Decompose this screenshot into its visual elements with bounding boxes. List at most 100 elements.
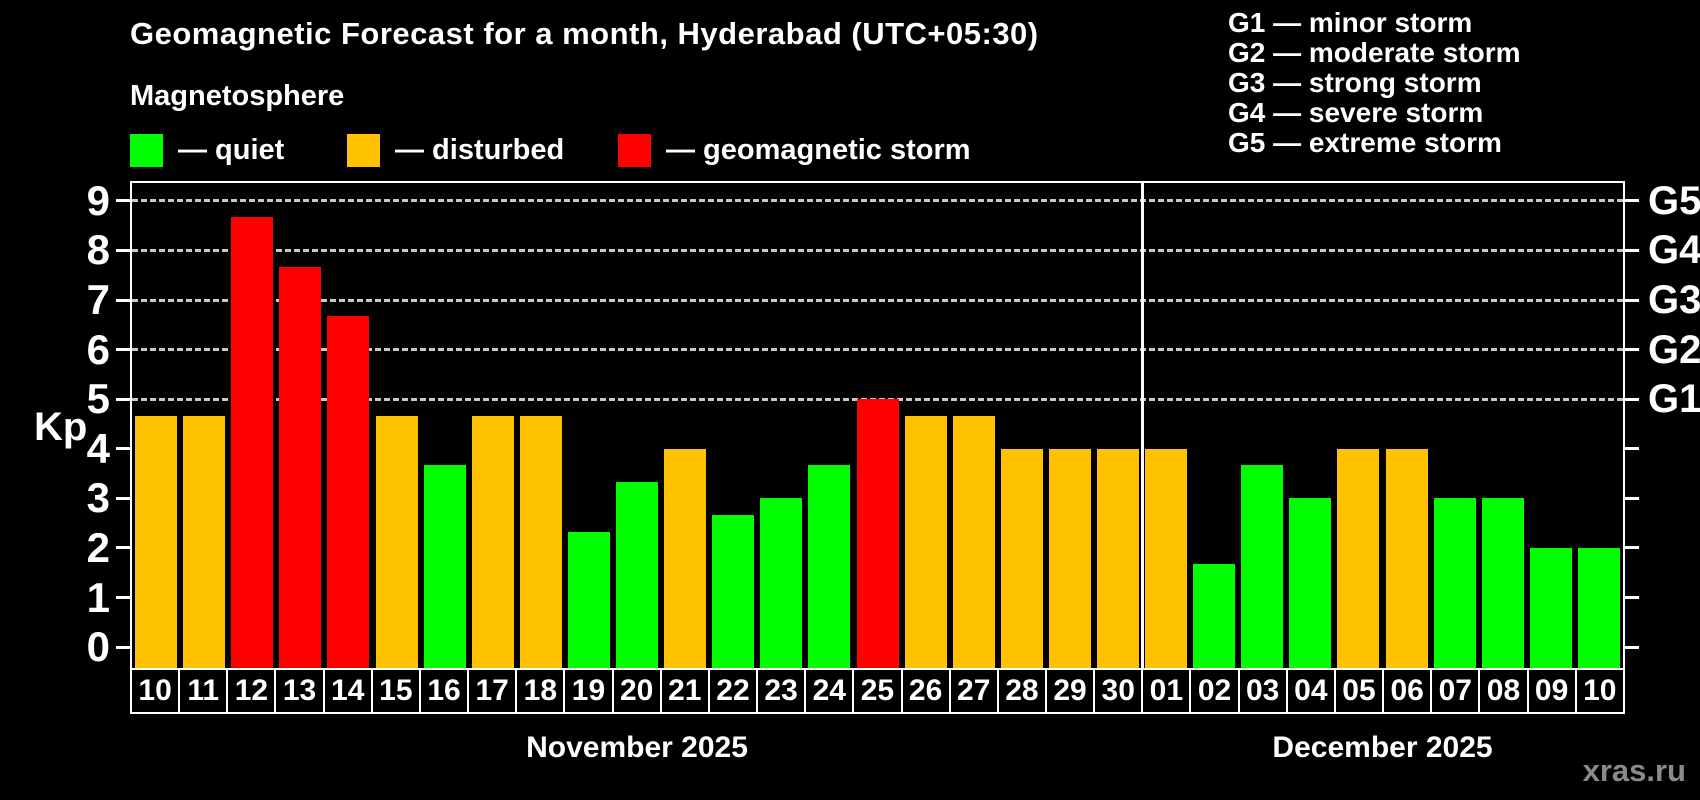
kp-bar [327, 316, 370, 668]
day-label: 05 [1333, 670, 1382, 712]
kp-bar [952, 415, 995, 668]
g-level-label-g5: G5 [1648, 178, 1700, 223]
y-axis-tick-right [1624, 496, 1639, 500]
kp-bar [567, 531, 610, 668]
day-label: 25 [852, 670, 900, 712]
day-label: 11 [178, 670, 226, 712]
y-tick-label: 6 [86, 325, 110, 373]
g-legend-line-g1: G1 — minor storm [1228, 7, 1473, 38]
g-legend-line-g5: G5 — extreme storm [1228, 127, 1502, 158]
y-axis-tick-right [1624, 348, 1639, 352]
y-axis-tick-right [1624, 596, 1639, 600]
y-axis-tick-right [1624, 397, 1639, 401]
month-separator [1140, 183, 1144, 668]
y-axis-label-kp: Kp [34, 405, 88, 449]
kp-bar [1529, 548, 1572, 668]
kp-bar [471, 415, 514, 668]
g-level-label-g1: G1 [1648, 377, 1700, 422]
day-label: 22 [707, 670, 756, 712]
kp-bar [1385, 448, 1428, 668]
day-label: 13 [274, 670, 322, 712]
quiet-swatch-icon [130, 133, 163, 167]
y-axis-tick [116, 298, 131, 302]
y-axis-tick [116, 397, 131, 401]
legend-label-quiet: — quiet [178, 133, 285, 166]
y-tick-label: 7 [86, 276, 110, 324]
day-label: 27 [948, 670, 997, 712]
month-label-november: November 2025 [526, 731, 748, 764]
y-axis-tick-right [1624, 199, 1639, 203]
gridline-kp7 [132, 298, 1623, 302]
day-label: 03 [1237, 670, 1286, 712]
kp-bar [135, 415, 178, 668]
kp-bar [856, 399, 899, 668]
day-label: 23 [756, 670, 804, 712]
day-label: 30 [1093, 670, 1141, 712]
gridline-kp8 [132, 248, 1623, 252]
day-label-row: 10 11 12 13 14 15 16 17 18 19 20 21 22 23 24 25 26 27 28 29… [130, 668, 1625, 714]
chart-title: Geomagnetic Forecast for a month, Hydera… [130, 16, 1039, 51]
y-axis-tick [116, 596, 131, 600]
day-label: 09 [1526, 670, 1575, 712]
day-label: 29 [1044, 670, 1093, 712]
legend-item-storm: — geomagnetic storm [618, 132, 971, 168]
kp-bar [712, 514, 755, 668]
kp-bar [1193, 564, 1236, 668]
day-label: 16 [418, 670, 467, 712]
kp-bar [279, 266, 322, 668]
day-label: 20 [611, 670, 660, 712]
gridline-kp6 [132, 348, 1623, 352]
y-axis-tick-right [1624, 248, 1639, 252]
day-label: 26 [900, 670, 949, 712]
y-tick-label: 0 [86, 623, 110, 671]
kp-bar [1577, 548, 1620, 668]
chart-subtitle: Magnetosphere [130, 80, 345, 112]
day-label: 18 [515, 670, 563, 712]
g-legend-line-g2: G2 — moderate storm [1228, 37, 1521, 68]
kp-bar [375, 415, 418, 668]
day-label: 10 [138, 674, 172, 707]
g-level-label-g4: G4 [1648, 228, 1700, 273]
y-axis-tick [116, 199, 131, 203]
kp-bar [1000, 448, 1043, 668]
plot-area [130, 181, 1625, 670]
day-label: 04 [1285, 670, 1334, 712]
legend-item-disturbed: — disturbed [347, 132, 564, 168]
kp-bar [183, 415, 226, 668]
kp-bar [1481, 498, 1524, 668]
watermark: xras.ru [1582, 753, 1686, 788]
day-label: 21 [659, 670, 708, 712]
day-label: 02 [1189, 670, 1237, 712]
day-label: 17 [467, 670, 515, 712]
y-axis-tick [116, 348, 131, 352]
day-label: 01 [1141, 670, 1189, 712]
kp-bar [1241, 465, 1284, 668]
kp-bar [616, 482, 659, 668]
day-label: 10 [1574, 670, 1623, 712]
kp-bar [904, 415, 947, 668]
storm-swatch-icon [618, 133, 651, 167]
day-label: 14 [322, 670, 371, 712]
legend-label-storm: — geomagnetic storm [666, 133, 971, 166]
g-legend-line-g3: G3 — strong storm [1228, 67, 1482, 98]
y-axis-tick-right [1624, 298, 1639, 302]
kp-bar [1289, 498, 1332, 668]
day-label: 15 [370, 670, 419, 712]
y-axis-tick-right [1624, 546, 1639, 550]
day-label: 19 [563, 670, 611, 712]
y-tick-label: 1 [86, 573, 110, 621]
y-tick-label: 3 [86, 474, 110, 522]
kp-bar [519, 415, 562, 668]
y-axis-tick [116, 248, 131, 252]
kp-bar [808, 465, 851, 668]
gridline-kp9 [132, 199, 1623, 203]
day-label: 07 [1430, 670, 1478, 712]
day-label: 12 [226, 670, 274, 712]
disturbed-swatch-icon [347, 133, 380, 167]
g-scale-legend: G1 — minor storm G2 — moderate storm G3 … [1228, 8, 1521, 158]
month-label-december: December 2025 [1272, 731, 1493, 764]
y-axis-tick [116, 496, 131, 500]
kp-bar [1096, 448, 1139, 668]
kp-bar [760, 498, 803, 668]
y-tick-label: 2 [86, 523, 110, 571]
